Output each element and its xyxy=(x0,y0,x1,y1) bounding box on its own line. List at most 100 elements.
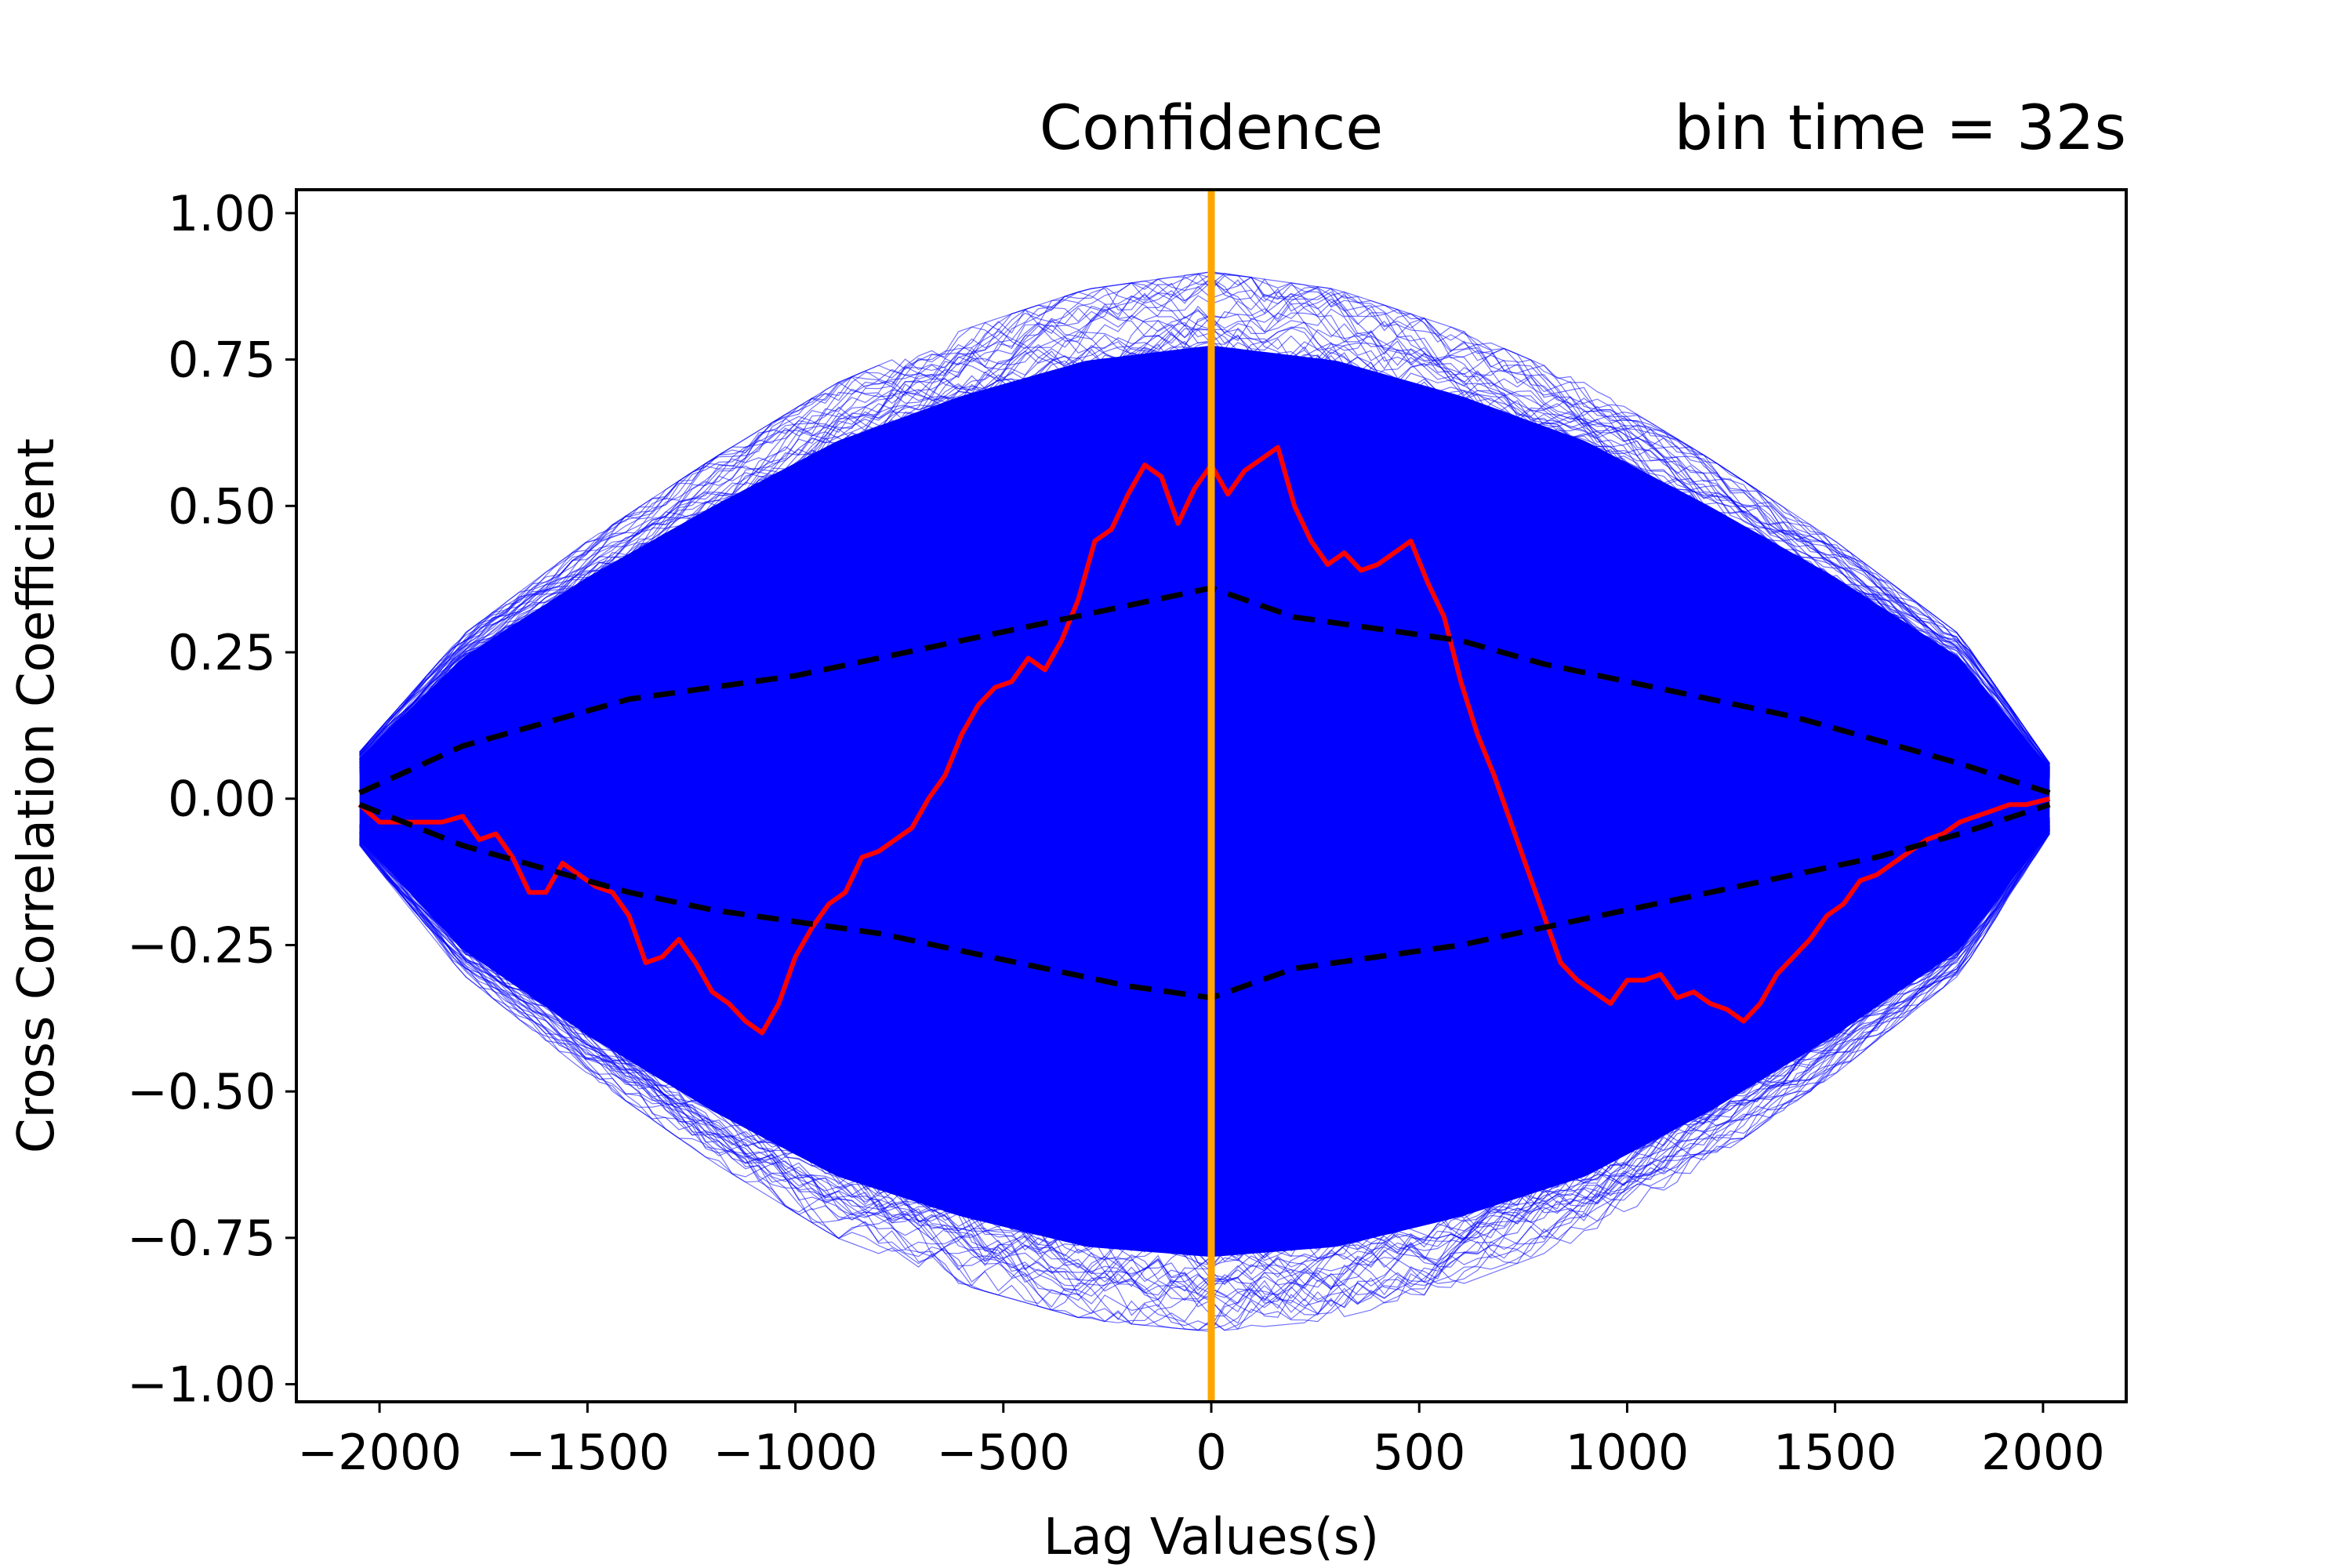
simulated-curve xyxy=(359,817,2050,1130)
simulated-curve xyxy=(359,822,2050,1176)
simulated-curve xyxy=(359,401,2050,773)
simulated-curve xyxy=(359,826,2050,1268)
simulated-curve xyxy=(359,434,2050,775)
simulated-curve xyxy=(359,288,2050,767)
simulated-curve xyxy=(359,820,2050,1163)
simulated-curve xyxy=(359,833,2050,1331)
simulated-curve xyxy=(359,829,2050,1275)
simulated-curve xyxy=(359,826,2050,1261)
simulated-curve xyxy=(359,822,2050,1172)
simulated-curve xyxy=(359,299,2050,768)
x-tick-label: 1500 xyxy=(1773,1424,1897,1481)
y-tick-label: 0.75 xyxy=(168,332,276,389)
simulated-curve xyxy=(359,488,2050,779)
simulated-curve xyxy=(359,833,2050,1327)
simulated-curve xyxy=(359,825,2050,1226)
simulated-curve xyxy=(359,286,2050,765)
simulated-curve xyxy=(359,829,2050,1301)
x-tick-label: 0 xyxy=(1196,1424,1226,1481)
simulated-curve xyxy=(359,824,2050,1203)
x-tick-label: −500 xyxy=(937,1424,1070,1481)
simulated-curve xyxy=(359,381,2050,775)
simulated-curve xyxy=(359,340,2050,771)
simulated-curve xyxy=(359,819,2050,1132)
x-axis: −2000 −1500 −1000 −500 0 500 1000 1500 2000 xyxy=(297,1402,2105,1481)
simulated-curve xyxy=(359,341,2050,770)
simulated-curve xyxy=(359,824,2050,1228)
x-axis-label: Lag Values(s) xyxy=(1044,1508,1379,1566)
y-tick-label: 0.50 xyxy=(168,477,276,535)
y-tick-label: −0.50 xyxy=(127,1063,276,1120)
simulated-curve xyxy=(359,818,2050,1102)
simulated-curve xyxy=(359,424,2050,775)
simulated-curve xyxy=(359,822,2050,1183)
simulated-curve xyxy=(359,452,2050,776)
simulated-curve xyxy=(359,830,2050,1331)
simulated-curve xyxy=(359,825,2050,1248)
plot-area xyxy=(358,190,2051,1402)
simulated-curve xyxy=(359,273,2050,768)
simulated-curve xyxy=(359,328,2050,771)
simulated-curve xyxy=(359,438,2050,775)
chart-title-right: bin time = 32s xyxy=(1675,93,2126,164)
x-tick-label: 2000 xyxy=(1981,1424,2105,1481)
x-tick-label: 500 xyxy=(1373,1424,1465,1481)
simulated-curve xyxy=(359,423,2050,775)
x-tick-label: −1000 xyxy=(713,1424,878,1481)
simulated-curve xyxy=(359,829,2050,1283)
simulated-curve xyxy=(359,383,2050,774)
simulated-curve xyxy=(359,395,2050,775)
simulated-curve xyxy=(359,825,2050,1208)
simulated-curve xyxy=(359,829,2050,1258)
simulated-curve xyxy=(359,829,2050,1256)
simulated-curve xyxy=(359,822,2050,1187)
simulated-curve xyxy=(359,826,2050,1222)
simulated-curve xyxy=(359,401,2050,774)
simulated-curve xyxy=(359,480,2050,778)
simulated-curve xyxy=(359,818,2050,1124)
x-tick-label: −1500 xyxy=(505,1424,670,1481)
simulated-curve xyxy=(359,279,2050,764)
simulated-curve xyxy=(359,829,2050,1308)
simulated-curve xyxy=(359,833,2050,1331)
x-tick-label: −2000 xyxy=(297,1424,462,1481)
simulated-curve xyxy=(359,273,2050,764)
simulated-curve xyxy=(359,452,2050,777)
simulated-curve xyxy=(359,828,2050,1245)
simulated-curve xyxy=(359,825,2050,1225)
simulated-curve xyxy=(359,829,2050,1296)
simulated-curve xyxy=(359,294,2050,769)
simulated-curve xyxy=(359,827,2050,1287)
simulated-curve xyxy=(359,369,2050,773)
simulated-curve xyxy=(359,462,2050,780)
simulated-curve xyxy=(359,435,2050,777)
simulated-curve xyxy=(359,385,2050,772)
simulated-curve xyxy=(359,303,2050,768)
y-tick-label: −0.25 xyxy=(127,916,276,974)
x-tick-label: 1000 xyxy=(1566,1424,1690,1481)
simulated-curve xyxy=(359,379,2050,772)
simulated-curve xyxy=(359,426,2050,775)
simulated-curve xyxy=(359,828,2050,1236)
simulated-curve xyxy=(359,821,2050,1189)
simulated-curve xyxy=(359,829,2050,1312)
y-tick-label: 0.00 xyxy=(168,771,276,828)
series-layer xyxy=(358,190,2051,1402)
simulated-ccf-curves xyxy=(359,270,2050,1333)
simulated-curve xyxy=(359,828,2050,1282)
chart-title-center: Confidence xyxy=(1040,93,1384,164)
simulated-curve xyxy=(359,494,2050,779)
y-tick-label: −0.75 xyxy=(127,1210,276,1267)
simulated-curve xyxy=(359,825,2050,1228)
simulated-curve xyxy=(359,828,2050,1294)
simulated-curve xyxy=(359,409,2050,773)
y-axis: 1.00 0.75 0.50 0.25 0.00 −0.25 −0.50 −0.75 −1.00 xyxy=(127,185,296,1414)
simulated-curve xyxy=(359,822,2050,1178)
simulated-curve xyxy=(359,354,2050,771)
simulated-curve xyxy=(359,819,2050,1149)
y-tick-label: 1.00 xyxy=(168,185,276,242)
simulated-curve xyxy=(359,820,2050,1160)
simulated-curve xyxy=(359,821,2050,1152)
y-tick-label: 0.25 xyxy=(168,624,276,681)
